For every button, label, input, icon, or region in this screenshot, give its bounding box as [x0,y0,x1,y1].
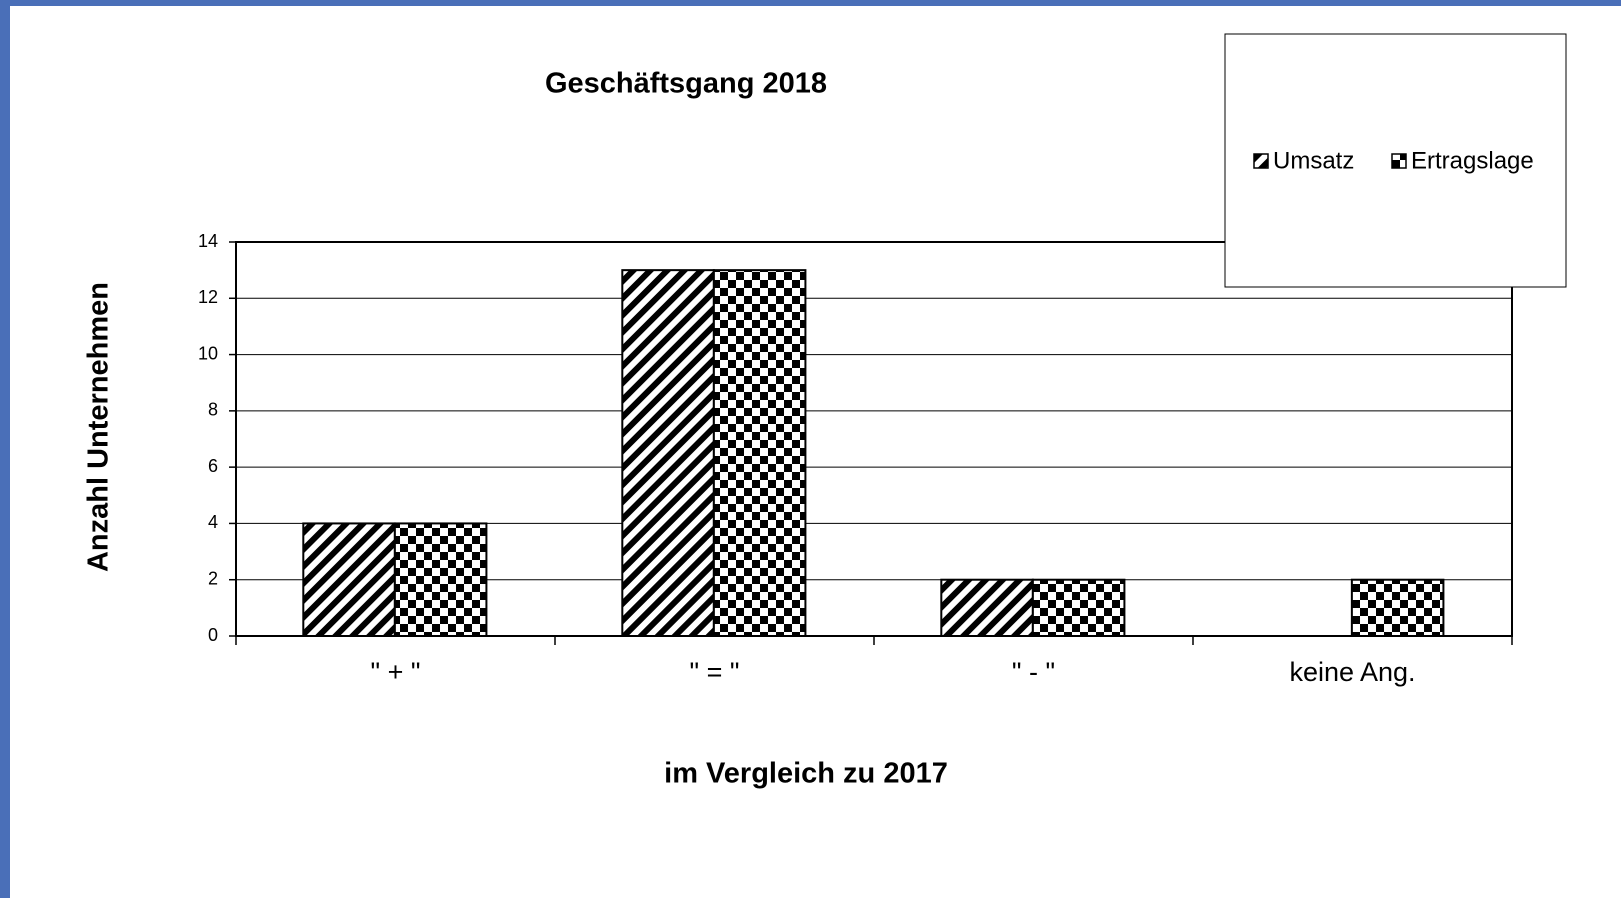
y-tick-label: 12 [198,287,218,307]
y-tick-label: 2 [208,568,218,588]
y-tick-label: 6 [208,456,218,476]
y-tick-label: 10 [198,343,218,363]
x-tick-label: " - " [1012,657,1055,687]
y-tick-label: 4 [208,512,218,532]
bar [302,522,396,638]
legend-swatch [1253,153,1269,169]
bar [940,578,1034,638]
x-tick-label: " = " [690,657,740,687]
y-tick-label: 0 [208,625,218,645]
legend-label: Umsatz [1273,147,1354,174]
x-axis-label: im Vergleich zu 2017 [664,758,948,790]
legend-label: Ertragslage [1411,147,1534,174]
x-tick-label: " + " [371,657,421,687]
chart-title: Geschäftsgang 2018 [545,68,827,100]
bar [1350,578,1445,638]
x-tick-label: keine Ang. [1289,657,1415,687]
y-axis-label: Anzahl Unternehmen [83,282,115,572]
bar [621,269,715,637]
bar [393,522,488,638]
bar [712,269,807,637]
y-tick-label: 8 [208,400,218,420]
legend-swatch [1391,153,1407,169]
bar [1031,578,1126,638]
y-tick-label: 14 [198,231,218,251]
